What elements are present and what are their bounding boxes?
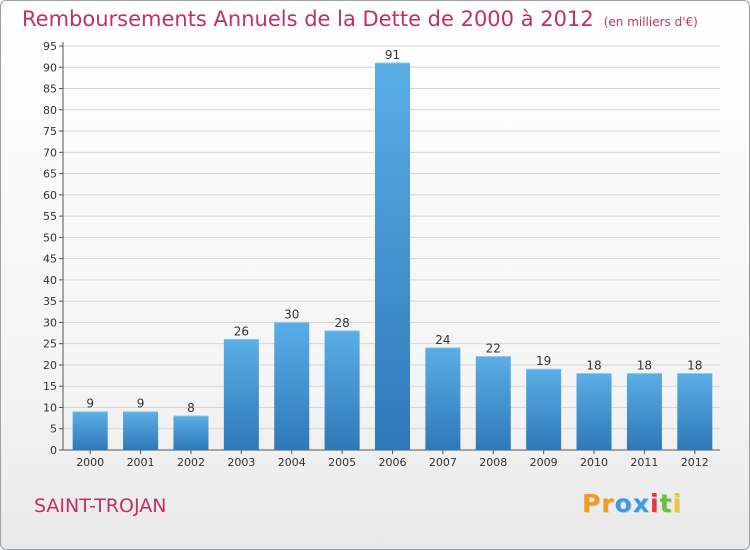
y-tick-label: 0 — [50, 444, 57, 457]
y-tick-label: 55 — [43, 210, 57, 223]
bar — [576, 373, 612, 450]
x-tick-label: 2000 — [76, 456, 104, 469]
y-tick-label: 75 — [43, 125, 57, 138]
bar — [375, 63, 410, 450]
data-label: 28 — [334, 316, 349, 330]
y-tick-label: 85 — [43, 83, 57, 96]
bar — [526, 369, 562, 450]
data-label: 26 — [234, 324, 249, 338]
y-tick-label: 50 — [43, 231, 57, 244]
data-label: 18 — [637, 358, 652, 372]
bar — [475, 356, 511, 450]
y-tick-label: 35 — [43, 295, 57, 308]
bar — [173, 415, 209, 450]
x-tick-label: 2006 — [379, 456, 407, 469]
x-tick-label: 2008 — [479, 456, 507, 469]
y-tick-label: 60 — [43, 189, 57, 202]
y-tick-label: 30 — [43, 316, 57, 329]
data-label: 24 — [435, 333, 450, 347]
data-label: 8 — [187, 401, 195, 415]
x-tick-label: 2001 — [127, 456, 155, 469]
unit-note: (en milliers d'€) — [603, 15, 698, 29]
y-tick-label: 65 — [43, 168, 57, 181]
x-tick-label: 2010 — [580, 456, 608, 469]
proxiti-logo: Proxiti — [582, 489, 682, 518]
bar — [223, 339, 259, 450]
bar — [677, 373, 713, 450]
y-tick-label: 5 — [50, 423, 57, 436]
y-tick-label: 80 — [43, 104, 57, 117]
bar — [626, 373, 662, 450]
y-tick-label: 45 — [43, 253, 57, 266]
logo-letter: i — [672, 489, 683, 518]
y-tick-label: 20 — [43, 359, 57, 372]
y-tick-label: 10 — [43, 401, 57, 414]
data-label: 30 — [284, 307, 299, 321]
logo-letter: r — [601, 489, 615, 518]
x-tick-label: 2007 — [429, 456, 457, 469]
bar — [72, 411, 108, 450]
x-tick-label: 2005 — [328, 456, 356, 469]
y-tick-label: 25 — [43, 338, 57, 351]
data-label: 18 — [687, 358, 702, 372]
data-label: 91 — [385, 48, 400, 62]
logo-letter: x — [632, 489, 650, 518]
bar — [324, 330, 360, 450]
data-label: 18 — [586, 358, 601, 372]
x-tick-label: 2009 — [530, 456, 558, 469]
x-tick-label: 2002 — [177, 456, 205, 469]
x-tick-label: 2011 — [630, 456, 658, 469]
data-label: 9 — [137, 397, 145, 411]
bar — [123, 411, 159, 450]
chart-title: Remboursements Annuels de la Dette de 20… — [22, 7, 698, 31]
data-label: 19 — [536, 354, 551, 368]
bar — [274, 322, 310, 450]
x-tick-label: 2012 — [681, 456, 709, 469]
bar — [425, 347, 461, 450]
x-tick-label: 2003 — [227, 456, 255, 469]
logo-letter: i — [650, 489, 660, 518]
y-tick-label: 40 — [43, 274, 57, 287]
y-tick-label: 70 — [43, 146, 57, 159]
data-label: 22 — [486, 341, 501, 355]
data-label: 9 — [86, 397, 94, 411]
logo-letter: P — [582, 489, 602, 518]
place-name: SAINT-TROJAN — [34, 495, 167, 517]
logo-letter: o — [614, 489, 633, 518]
x-tick-label: 2004 — [278, 456, 306, 469]
logo-letter: t — [659, 489, 673, 518]
y-tick-label: 95 — [43, 40, 57, 53]
y-tick-label: 90 — [43, 61, 57, 74]
y-tick-label: 15 — [43, 380, 57, 393]
